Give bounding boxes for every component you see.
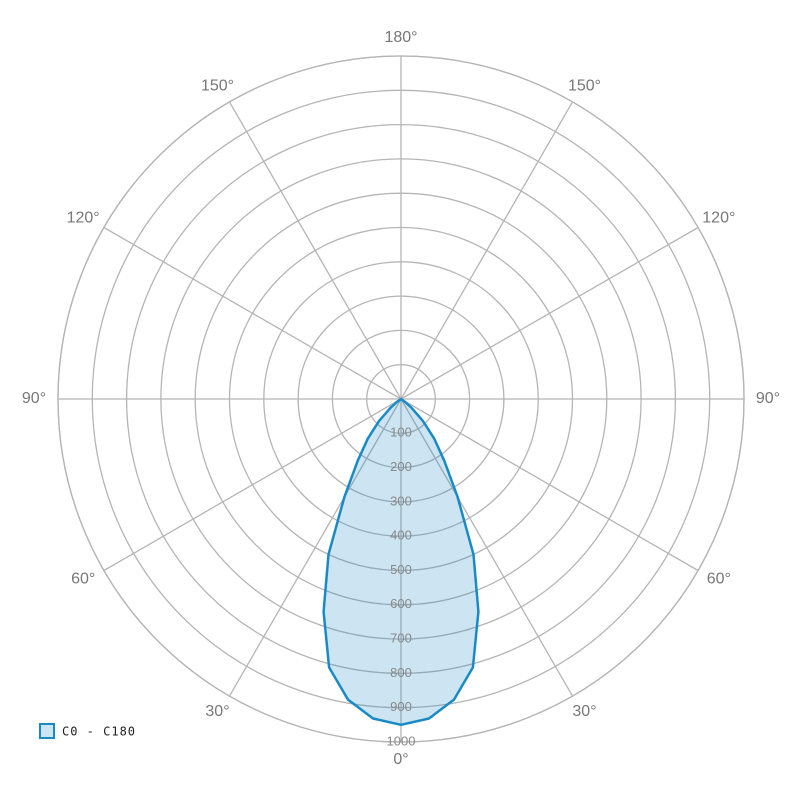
angle-label: 60° [707, 571, 731, 588]
angle-label: 60° [71, 571, 95, 588]
radial-tick-label: 300 [390, 493, 412, 508]
radial-tick-label: 500 [390, 562, 412, 577]
legend-swatch [39, 723, 55, 739]
angle-label: 30° [572, 703, 596, 720]
angle-label: 90° [756, 390, 780, 407]
radial-tick-label: 600 [390, 596, 412, 611]
grid-spoke [400, 398, 699, 572]
angle-label: 150° [201, 78, 234, 95]
grid-spoke [400, 398, 574, 697]
grid-spoke [103, 398, 402, 572]
grid-spoke [228, 101, 402, 400]
radial-tick-label: 900 [390, 699, 412, 714]
angle-label: 150° [568, 78, 601, 95]
angle-label: 90° [22, 390, 46, 407]
angle-label: 30° [205, 703, 229, 720]
radial-tick-label: 1000 [387, 733, 416, 748]
radial-tick-label: 100 [390, 425, 412, 440]
angle-label: 120° [67, 210, 100, 227]
angle-label: 120° [702, 210, 735, 227]
radial-tick-label: 700 [390, 631, 412, 646]
legend-label: C0 - C180 [62, 725, 136, 739]
grid [57, 55, 745, 743]
angle-label: 180° [384, 29, 417, 46]
grid-spoke [400, 226, 699, 400]
angle-label: 0° [393, 751, 408, 768]
radial-tick-label: 400 [390, 528, 412, 543]
radial-tick-label: 200 [390, 459, 412, 474]
grid-spoke [400, 101, 574, 400]
grid-spoke [228, 398, 402, 697]
grid-spoke [103, 226, 402, 400]
intensity-curve [322, 397, 480, 727]
radial-tick-label: 800 [390, 665, 412, 680]
